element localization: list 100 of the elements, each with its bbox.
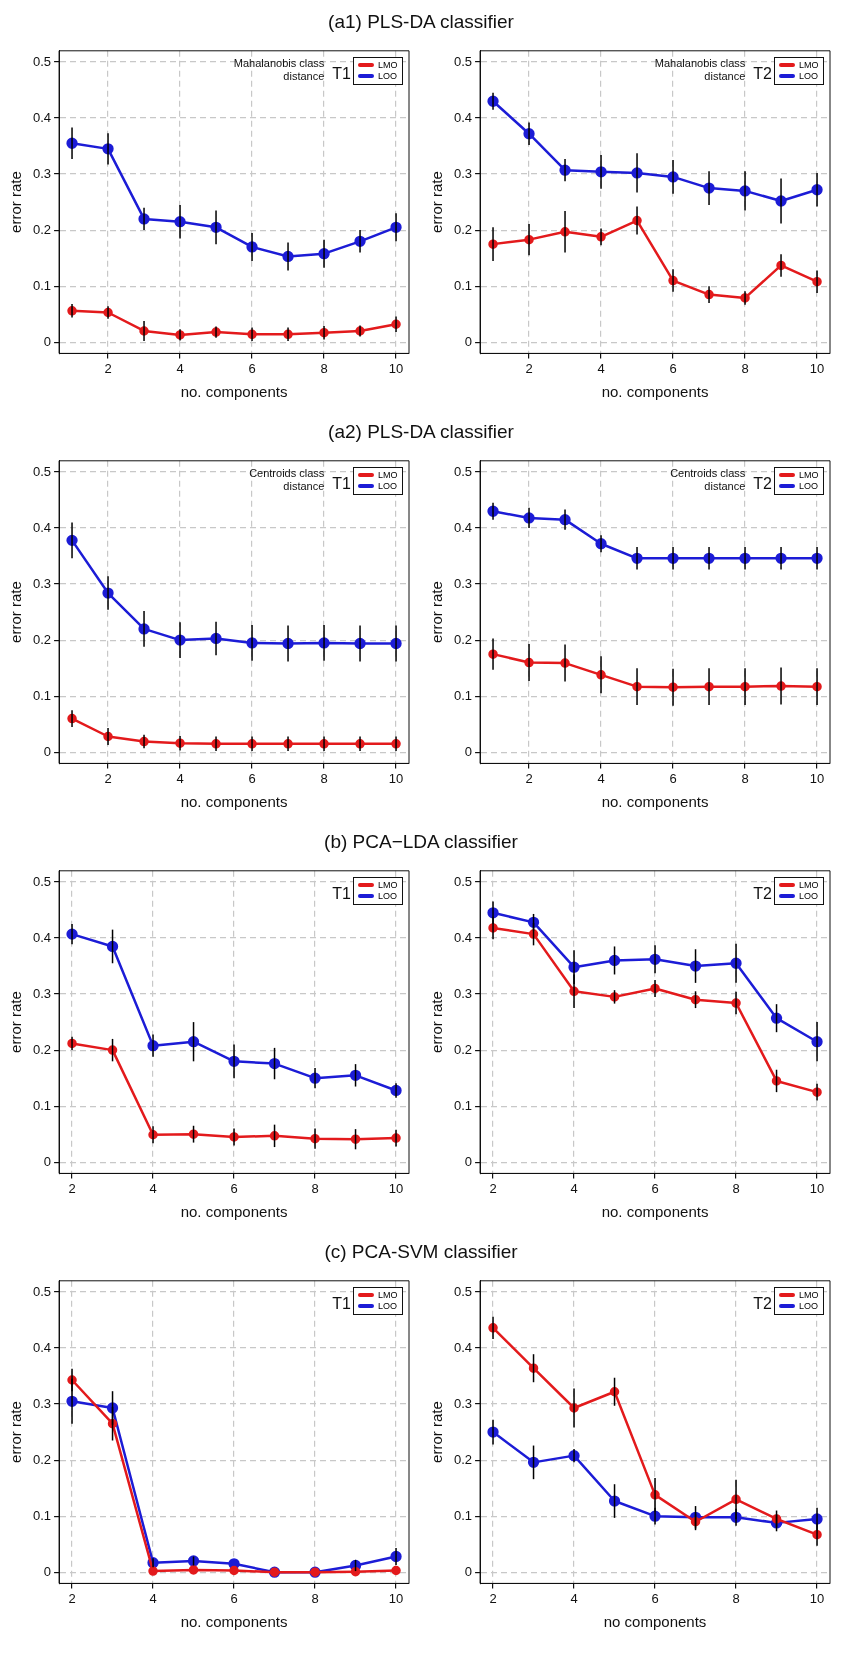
y-tick-label: 0.1: [453, 1097, 473, 1113]
legend-label: LMO: [378, 59, 398, 71]
y-tick-label: 0: [43, 1563, 52, 1579]
x-tick-label: 4: [570, 1180, 578, 1196]
x-tick-label: 10: [809, 360, 825, 376]
y-tick-label: 0.2: [453, 221, 473, 237]
y-axis-title: error rate: [7, 1401, 25, 1463]
x-tick-label: 6: [651, 1180, 659, 1196]
y-tick-label: 0: [464, 1563, 473, 1579]
y-tick-label: 0.2: [453, 1451, 473, 1467]
y-tick-label: 0.3: [453, 575, 473, 591]
legend-label: LOO: [799, 1300, 819, 1312]
annotation: Centroids class distance: [249, 466, 325, 492]
x-tick-label: 10: [388, 770, 404, 786]
x-tick-label: 10: [809, 1590, 825, 1606]
x-tick-label: 8: [320, 360, 328, 376]
legend-label: LOO: [799, 890, 819, 902]
x-tick-label: 6: [669, 770, 677, 786]
y-tick-label: 0.2: [453, 1041, 473, 1057]
legend-label: LOO: [378, 70, 398, 82]
x-tick-label: 10: [388, 1180, 404, 1196]
x-axis-title: no. components: [180, 793, 288, 811]
y-tick-label: 0.3: [453, 165, 473, 181]
legend-label: LMO: [799, 879, 819, 891]
x-tick-label: 8: [311, 1590, 319, 1606]
x-tick-label: 10: [388, 360, 404, 376]
x-tick-label: 8: [311, 1180, 319, 1196]
y-tick-label: 0.1: [453, 687, 473, 703]
y-tick-label: 0.4: [453, 109, 473, 125]
x-tick-label: 4: [570, 1590, 578, 1606]
y-tick-label: 0: [464, 1153, 473, 1169]
annotation: Centroids class distance: [670, 466, 746, 492]
x-tick-label: 8: [741, 770, 749, 786]
x-tick-label: 6: [230, 1180, 238, 1196]
x-axis-title: no. components: [180, 383, 288, 401]
y-tick-label: 0.3: [32, 165, 52, 181]
y-tick-label: 0.1: [32, 1097, 52, 1113]
y-tick-label: 0.4: [453, 519, 473, 535]
x-tick-label: 8: [732, 1180, 740, 1196]
y-axis-title: error rate: [428, 581, 446, 643]
x-tick-label: 4: [597, 360, 605, 376]
x-tick-label: 4: [597, 770, 605, 786]
y-tick-label: 0.3: [453, 985, 473, 1001]
legend-label: LOO: [799, 480, 819, 492]
chart-title: (c) PCA-SVM classifier: [323, 1240, 519, 1264]
x-tick-label: 6: [669, 360, 677, 376]
x-tick-label: 4: [149, 1590, 157, 1606]
y-tick-label: 0.5: [453, 1283, 473, 1299]
annotation: Mahalanobis class distance: [654, 56, 746, 82]
y-tick-label: 0: [43, 1153, 52, 1169]
x-tick-label: 4: [176, 360, 184, 376]
x-tick-label: 8: [320, 770, 328, 786]
chart-title: (b) PCA−LDA classifier: [323, 830, 519, 854]
y-tick-label: 0: [464, 743, 473, 759]
legend-label: LMO: [799, 59, 819, 71]
y-tick-label: 0.4: [453, 1339, 473, 1355]
y-tick-label: 0.1: [453, 1507, 473, 1523]
x-tick-label: 2: [68, 1180, 76, 1196]
annotation: T1: [332, 65, 352, 83]
legend-label: LOO: [378, 480, 398, 492]
x-tick-label: 2: [489, 1590, 497, 1606]
y-tick-label: 0.3: [453, 1395, 473, 1411]
x-axis-title: no. components: [601, 1203, 709, 1221]
y-tick-label: 0.3: [32, 1395, 52, 1411]
legend-label: LMO: [799, 1289, 819, 1301]
annotation: T1: [332, 885, 352, 903]
x-tick-label: 4: [176, 770, 184, 786]
y-tick-label: 0.5: [453, 463, 473, 479]
y-tick-label: 0.3: [32, 985, 52, 1001]
x-tick-label: 8: [732, 1590, 740, 1606]
y-tick-label: 0.5: [32, 463, 52, 479]
x-axis-title: no. components: [601, 383, 709, 401]
legend-label: LMO: [378, 1289, 398, 1301]
legend-label: LMO: [799, 469, 819, 481]
y-axis-title: error rate: [428, 171, 446, 233]
y-tick-label: 0.5: [32, 873, 52, 889]
x-tick-label: 2: [68, 1590, 76, 1606]
y-tick-label: 0.5: [453, 53, 473, 69]
x-tick-label: 2: [104, 770, 112, 786]
legend-label: LOO: [799, 70, 819, 82]
y-tick-label: 0.5: [453, 873, 473, 889]
y-tick-label: 0.1: [32, 1507, 52, 1523]
x-tick-label: 6: [651, 1590, 659, 1606]
y-tick-label: 0: [43, 333, 52, 349]
x-axis-title: no. components: [601, 793, 709, 811]
x-tick-label: 2: [525, 360, 533, 376]
annotation: Mahalanobis class distance: [233, 56, 325, 82]
x-axis-title: no. components: [180, 1203, 288, 1221]
x-axis-title: no. components: [180, 1613, 288, 1631]
legend-label: LOO: [378, 890, 398, 902]
y-tick-label: 0.3: [32, 575, 52, 591]
legend-label: LMO: [378, 879, 398, 891]
x-tick-label: 6: [248, 360, 256, 376]
y-tick-label: 0.1: [32, 277, 52, 293]
y-tick-label: 0.1: [453, 277, 473, 293]
y-tick-label: 0.1: [32, 687, 52, 703]
x-axis-title: no components: [603, 1613, 707, 1631]
x-tick-label: 2: [525, 770, 533, 786]
chart-title: (a2) PLS-DA classifier: [327, 420, 515, 444]
y-axis-title: error rate: [7, 581, 25, 643]
